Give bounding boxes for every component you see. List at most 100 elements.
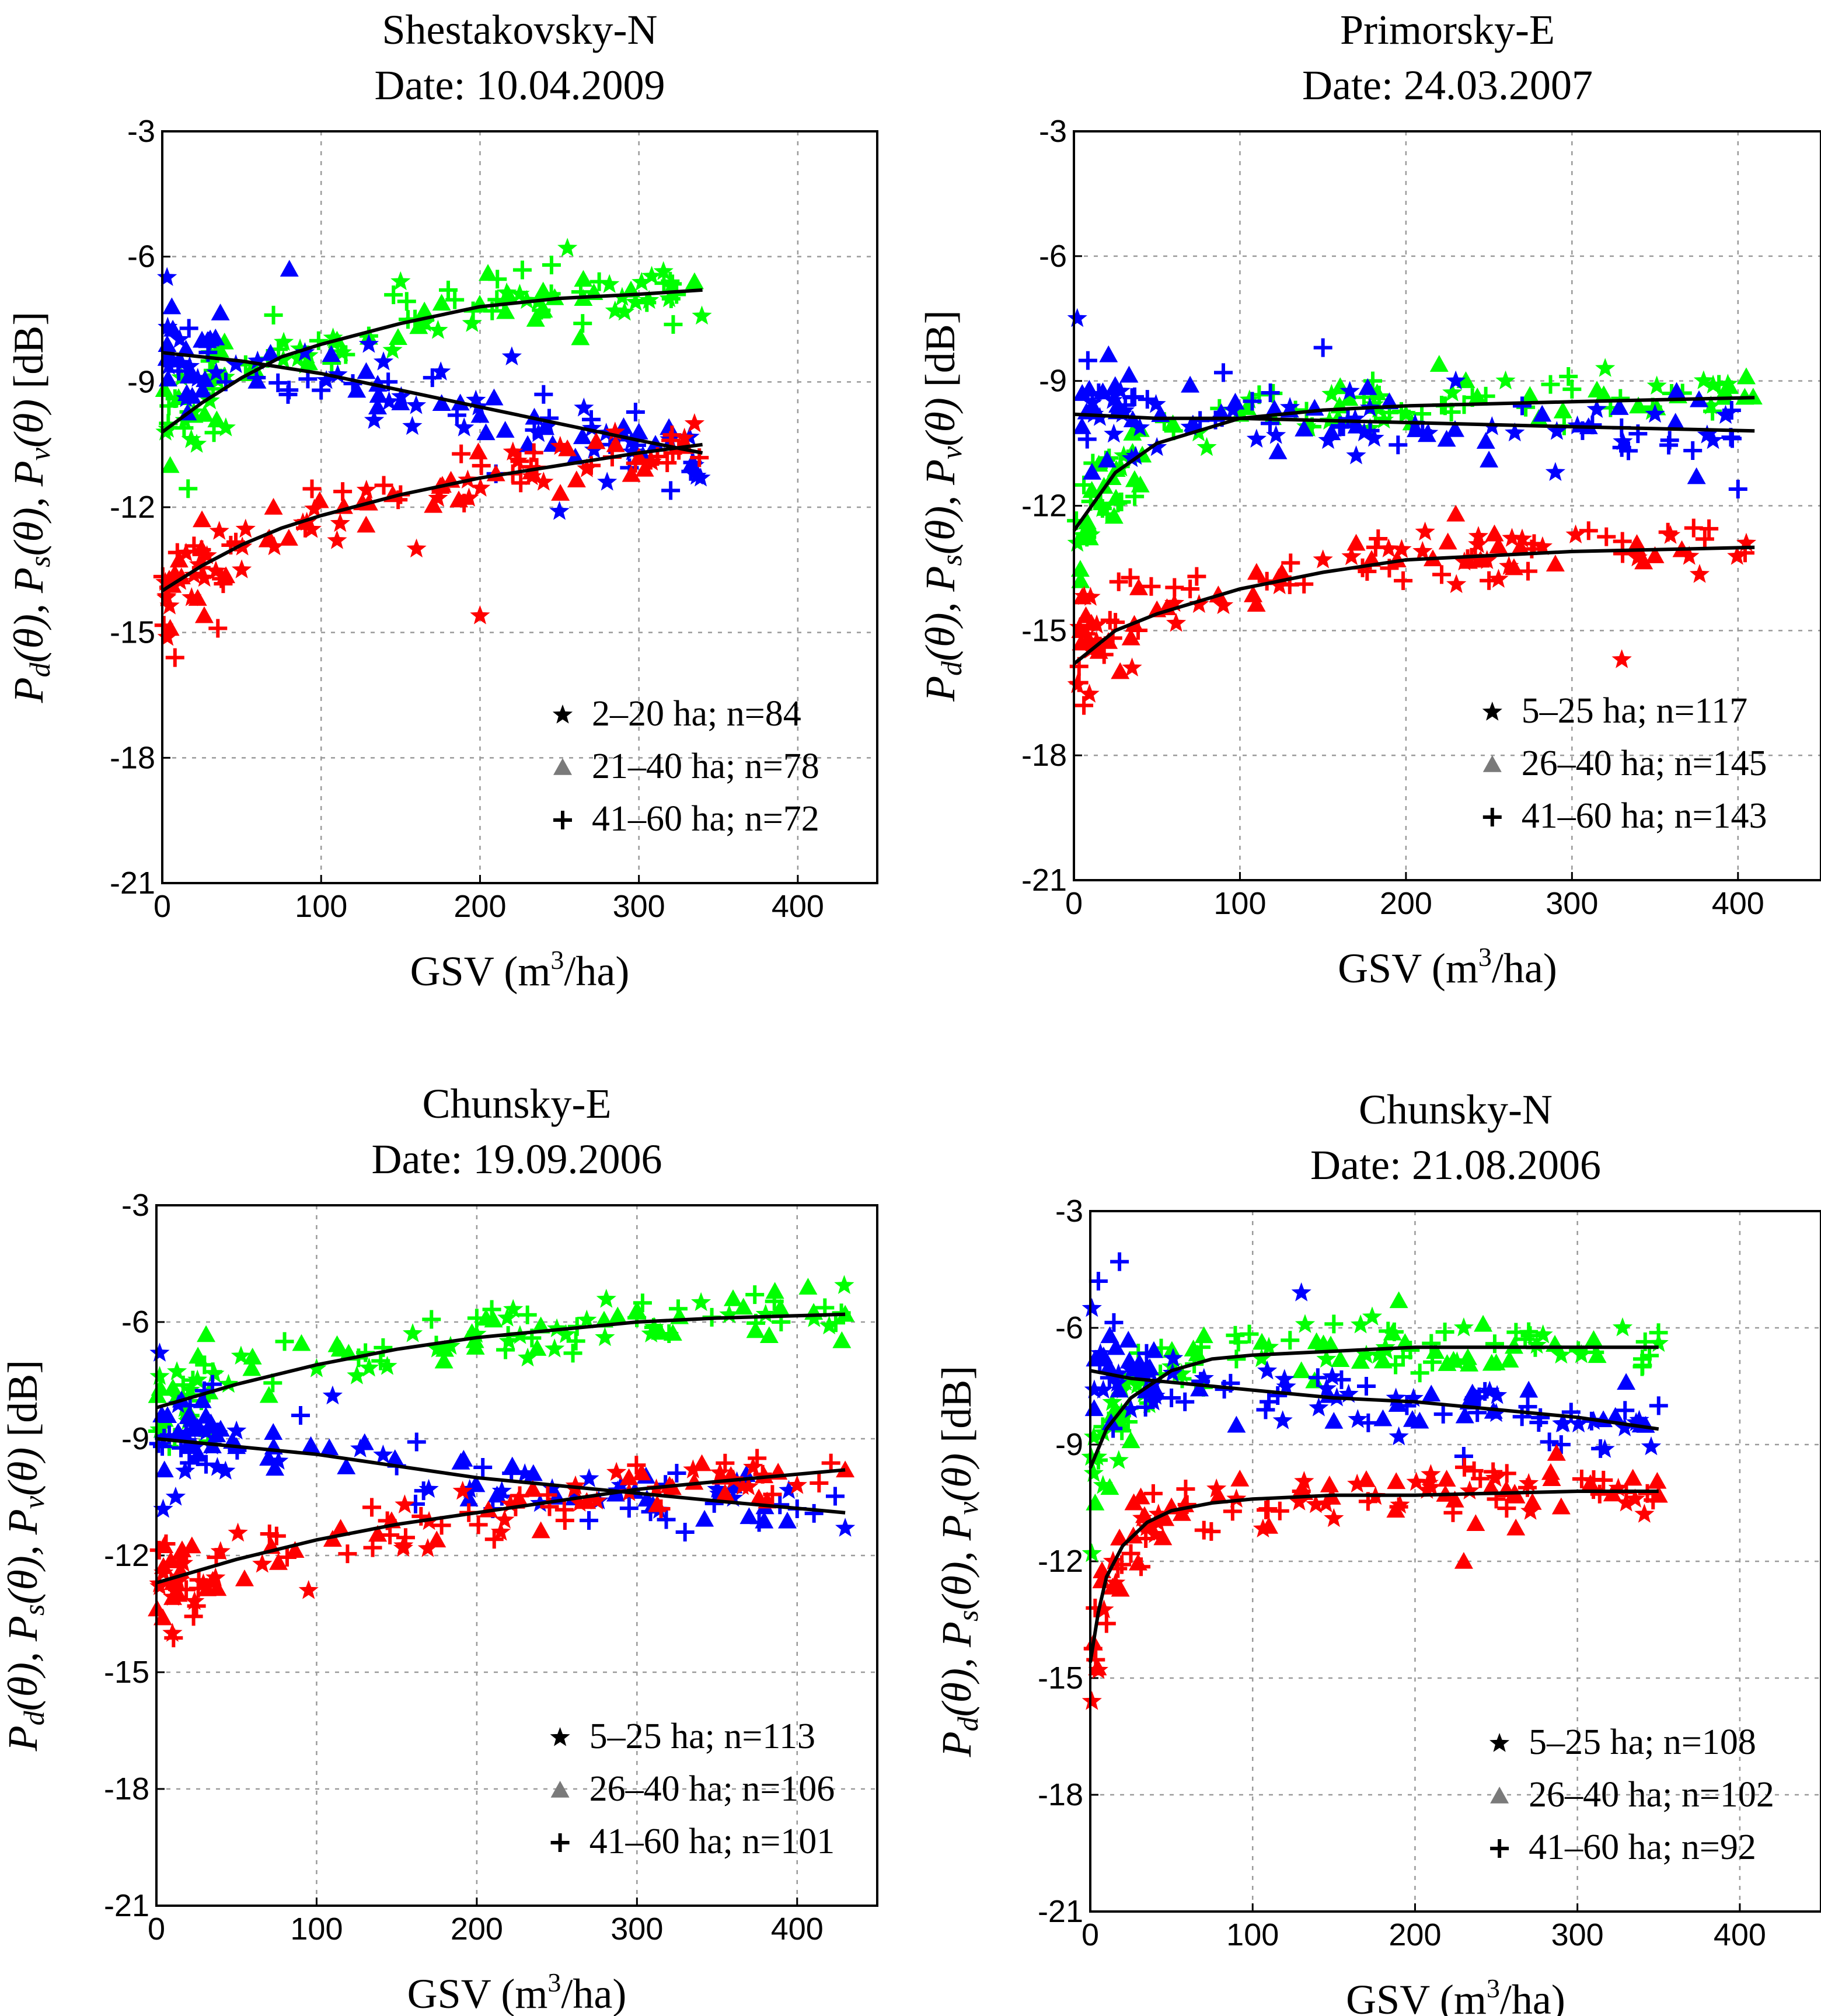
- plot-frame: [155, 1204, 878, 1907]
- data-point: [1147, 437, 1167, 456]
- data-point: [1588, 381, 1607, 398]
- data-point: [1368, 383, 1387, 400]
- y-tick-label: -18: [1038, 1777, 1083, 1812]
- y-tick-label: -15: [104, 1655, 149, 1690]
- data-point: [235, 518, 256, 538]
- data-point: [1295, 1314, 1316, 1333]
- data-point: [1114, 400, 1135, 420]
- data-point: [1093, 1475, 1113, 1494]
- data-point: [181, 429, 201, 448]
- data-point: [1294, 1471, 1314, 1490]
- data-point: [1202, 1522, 1221, 1541]
- data-point: [539, 409, 559, 428]
- data-point: [1339, 381, 1360, 400]
- data-point: [409, 317, 428, 334]
- data-point: [1610, 398, 1629, 415]
- data-point: [264, 305, 283, 325]
- data-point: [1616, 1401, 1635, 1420]
- data-point: [1573, 421, 1592, 440]
- data-point: [1572, 1469, 1591, 1488]
- data-point: [1387, 1472, 1406, 1490]
- data-point: [577, 1309, 597, 1329]
- data-point: [515, 1463, 535, 1483]
- data-point: [414, 1481, 433, 1501]
- data-point: [661, 481, 681, 500]
- data-point: [1446, 574, 1467, 594]
- data-point: [556, 1324, 576, 1344]
- data-point: [704, 1494, 724, 1513]
- data-point: [452, 444, 471, 463]
- data-point: [390, 271, 411, 291]
- data-point: [755, 1303, 776, 1323]
- data-point: [836, 1460, 855, 1478]
- legend-entry: 5–25 ha; n=113: [589, 1717, 815, 1756]
- data-point: [667, 1463, 686, 1483]
- data-point: [1456, 371, 1475, 388]
- fit-curve: [161, 288, 703, 434]
- data-point: [1144, 1381, 1163, 1398]
- y-tick-label: -3: [127, 114, 155, 149]
- data-point: [289, 338, 311, 358]
- data-point: [1619, 441, 1638, 461]
- data-point: [1308, 1368, 1327, 1387]
- data-point: [674, 427, 695, 447]
- data-point: [749, 1513, 769, 1532]
- data-point: [333, 482, 353, 501]
- data-point: [1093, 499, 1112, 518]
- plot-frame: [161, 130, 878, 884]
- data-point: [599, 274, 620, 293]
- data-point: [1641, 1436, 1662, 1456]
- data-point: [644, 1317, 664, 1336]
- data-point: [1697, 424, 1717, 444]
- data-point: [1082, 1691, 1102, 1710]
- data-point: [1546, 554, 1565, 572]
- data-point: [268, 373, 288, 392]
- data-point: [1110, 1252, 1129, 1271]
- data-point: [1568, 1413, 1589, 1433]
- data-point: [1481, 1478, 1501, 1495]
- data-point: [1108, 1450, 1129, 1469]
- data-point: [637, 1490, 657, 1507]
- data-point: [1645, 546, 1665, 563]
- data-point: [206, 328, 225, 346]
- chart-title: Primorsky-E: [1340, 6, 1555, 53]
- data-point: [330, 1340, 350, 1357]
- data-point: [264, 1423, 283, 1440]
- data-point: [469, 1515, 488, 1534]
- data-point: [1124, 1493, 1143, 1511]
- data-point: [1660, 525, 1681, 544]
- data-point: [1111, 662, 1130, 679]
- data-point: [183, 386, 202, 404]
- data-point: [1595, 358, 1616, 377]
- fit-curve: [161, 442, 703, 592]
- data-point: [1632, 1357, 1652, 1376]
- data-point: [1545, 462, 1565, 481]
- data-point: [1407, 420, 1426, 437]
- data-point: [188, 1447, 207, 1466]
- data-point: [439, 280, 458, 299]
- data-point: [496, 421, 515, 438]
- data-point: [1341, 546, 1362, 566]
- data-point: [1125, 387, 1145, 406]
- data-point: [194, 567, 215, 587]
- data-point: [156, 586, 177, 605]
- data-point: [1251, 1348, 1272, 1368]
- data-point: [482, 1300, 501, 1319]
- data-point: [381, 1526, 400, 1545]
- data-point: [1438, 532, 1457, 550]
- y-axis-label: Pd(θ), Ps(θ), Pv(θ) [dB]: [917, 310, 968, 702]
- data-point: [1079, 683, 1100, 703]
- data-point: [176, 340, 196, 357]
- data-point: [470, 477, 491, 497]
- data-point: [1728, 479, 1747, 498]
- data-point: [196, 370, 215, 388]
- data-point: [1505, 422, 1525, 442]
- data-point: [302, 479, 322, 498]
- data-point: [716, 1453, 735, 1473]
- data-point: [291, 1406, 310, 1425]
- data-point: [182, 1536, 201, 1554]
- data-point: [1079, 629, 1098, 647]
- data-point: [787, 1475, 807, 1494]
- data-point: [497, 1307, 518, 1327]
- data-point: [1257, 1360, 1278, 1380]
